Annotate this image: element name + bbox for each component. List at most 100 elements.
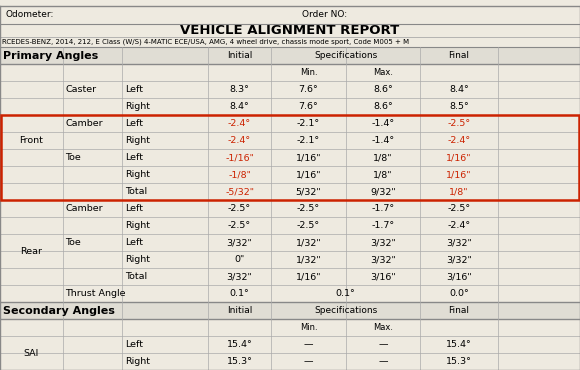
Text: 1/8": 1/8" [373, 153, 393, 162]
Text: Camber: Camber [66, 204, 103, 213]
Text: Odometer:: Odometer: [6, 10, 54, 19]
Text: Right: Right [125, 255, 150, 264]
Text: 3/32": 3/32" [227, 272, 252, 281]
Text: 7.6°: 7.6° [299, 85, 318, 94]
Text: Max.: Max. [373, 323, 393, 332]
Text: -1.4°: -1.4° [371, 119, 394, 128]
Text: Left: Left [125, 340, 143, 349]
Text: Toe: Toe [66, 153, 81, 162]
Text: Total: Total [125, 272, 147, 281]
Text: 3/32": 3/32" [370, 255, 396, 264]
Text: VEHICLE ALIGNMENT REPORT: VEHICLE ALIGNMENT REPORT [180, 24, 400, 37]
Text: —: — [378, 340, 387, 349]
Text: Right: Right [125, 170, 150, 179]
Text: 8.6°: 8.6° [373, 85, 393, 94]
Text: 3/32": 3/32" [446, 255, 472, 264]
Text: 1/8": 1/8" [373, 170, 393, 179]
Text: 8.4°: 8.4° [449, 85, 469, 94]
Text: —: — [378, 357, 387, 366]
Text: 15.4°: 15.4° [446, 340, 472, 349]
Text: 1/16": 1/16" [296, 153, 321, 162]
Text: -2.5°: -2.5° [297, 204, 320, 213]
Text: -1/8": -1/8" [228, 170, 251, 179]
Text: Camber: Camber [66, 119, 103, 128]
Text: RCEDES-BENZ, 2014, 212, E Class (W/S) 4-MATIC ECE/USA, AMG, 4 wheel drive, chass: RCEDES-BENZ, 2014, 212, E Class (W/S) 4-… [2, 39, 409, 46]
Text: -2.4°: -2.4° [228, 119, 251, 128]
Text: 3/32": 3/32" [446, 238, 472, 247]
Text: 0.1°: 0.1° [336, 289, 356, 298]
Text: Left: Left [125, 204, 143, 213]
Text: Right: Right [125, 136, 150, 145]
Text: Right: Right [125, 357, 150, 366]
Text: 0": 0" [234, 255, 245, 264]
Text: -1.7°: -1.7° [371, 204, 394, 213]
Text: Max.: Max. [373, 68, 393, 77]
Text: Toe: Toe [66, 238, 81, 247]
Text: -2.1°: -2.1° [297, 136, 320, 145]
Text: SAI: SAI [24, 349, 39, 357]
Text: Total: Total [125, 187, 147, 196]
Text: 8.5°: 8.5° [449, 102, 469, 111]
Text: Left: Left [125, 119, 143, 128]
Bar [1, 115, 579, 200]
Text: 3/16": 3/16" [370, 272, 396, 281]
Text: Left: Left [125, 153, 143, 162]
Text: Right: Right [125, 102, 150, 111]
Text: -1/16": -1/16" [225, 153, 254, 162]
Text: 8.6°: 8.6° [373, 102, 393, 111]
Text: -1.4°: -1.4° [371, 136, 394, 145]
Text: 1/16": 1/16" [296, 170, 321, 179]
Text: -2.1°: -2.1° [297, 119, 320, 128]
Text: Thrust Angle: Thrust Angle [66, 289, 126, 298]
Text: Specifications: Specifications [314, 51, 378, 60]
Text: -2.5°: -2.5° [447, 204, 470, 213]
Text: Initial: Initial [227, 51, 252, 60]
Text: Right: Right [125, 221, 150, 230]
Text: Caster: Caster [66, 85, 97, 94]
Text: -2.5°: -2.5° [297, 221, 320, 230]
Text: 7.6°: 7.6° [299, 102, 318, 111]
Text: Secondary Angles: Secondary Angles [3, 306, 115, 316]
Text: Final: Final [448, 51, 469, 60]
Text: -2.4°: -2.4° [228, 136, 251, 145]
Text: —: — [304, 340, 313, 349]
Text: Initial: Initial [227, 306, 252, 315]
Bar [0, 302, 580, 319]
Text: —: — [304, 357, 313, 366]
Text: 0.0°: 0.0° [449, 289, 469, 298]
Text: -2.5°: -2.5° [228, 221, 251, 230]
Text: Left: Left [125, 85, 143, 94]
Text: 0.1°: 0.1° [230, 289, 249, 298]
Text: 1/8": 1/8" [449, 187, 469, 196]
Text: 15.3°: 15.3° [446, 357, 472, 366]
Text: Front: Front [19, 136, 44, 145]
Text: 1/32": 1/32" [296, 255, 321, 264]
Text: Order NO:: Order NO: [302, 10, 347, 19]
Text: -2.4°: -2.4° [447, 221, 470, 230]
Text: Rear: Rear [20, 247, 42, 256]
Text: 1/16": 1/16" [296, 272, 321, 281]
Text: Min.: Min. [300, 68, 317, 77]
Text: 1/16": 1/16" [446, 170, 472, 179]
Text: Min.: Min. [300, 323, 317, 332]
Text: 5/32": 5/32" [296, 187, 321, 196]
Text: -2.4°: -2.4° [447, 136, 470, 145]
Text: -5/32": -5/32" [225, 187, 254, 196]
Text: Primary Angles: Primary Angles [3, 51, 98, 61]
Text: 3/16": 3/16" [446, 272, 472, 281]
Text: 1/16": 1/16" [446, 153, 472, 162]
Text: 8.3°: 8.3° [230, 85, 249, 94]
Text: -2.5°: -2.5° [447, 119, 470, 128]
Text: 15.4°: 15.4° [227, 340, 252, 349]
Text: -2.5°: -2.5° [228, 204, 251, 213]
Text: Final: Final [448, 306, 469, 315]
Text: 8.4°: 8.4° [230, 102, 249, 111]
Text: 15.3°: 15.3° [227, 357, 252, 366]
Text: 1/32": 1/32" [296, 238, 321, 247]
Bar [0, 47, 580, 64]
Text: Specifications: Specifications [314, 306, 378, 315]
Text: -1.7°: -1.7° [371, 221, 394, 230]
Text: 3/32": 3/32" [370, 238, 396, 247]
Text: Left: Left [125, 238, 143, 247]
Text: 9/32": 9/32" [370, 187, 396, 196]
